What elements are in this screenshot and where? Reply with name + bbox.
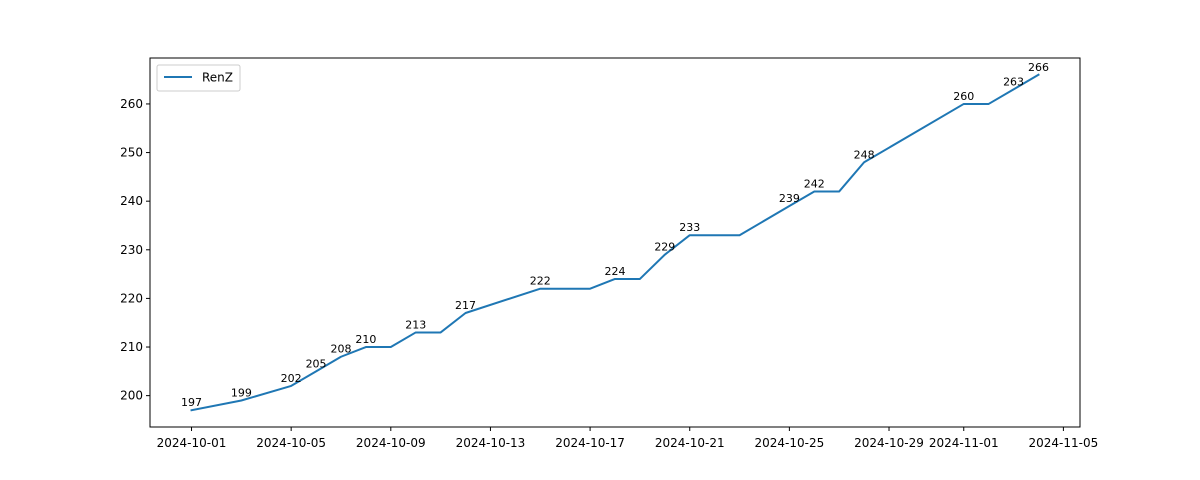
x-tick-label: 2024-11-01 [929, 436, 999, 450]
x-tick-label: 2024-11-05 [1029, 436, 1099, 450]
y-tick-label: 240 [120, 194, 143, 208]
y-tick-label: 210 [120, 340, 143, 354]
y-tick-label: 200 [120, 389, 143, 403]
x-tick-label: 2024-10-21 [655, 436, 725, 450]
data-label: 202 [281, 372, 302, 385]
data-label: 266 [1028, 61, 1049, 74]
data-label: 210 [355, 333, 376, 346]
data-label: 199 [231, 387, 252, 400]
plot-area: 2024-10-01 2024-10-05 2024-10-09 2024-10-13… [120, 57, 1099, 450]
y-tick-label: 260 [120, 97, 143, 111]
data-label: 248 [854, 148, 875, 161]
plot-frame [149, 57, 1081, 428]
y-tick-label: 230 [120, 243, 143, 257]
y-tick-label: 250 [120, 146, 143, 160]
data-label: 224 [605, 265, 626, 278]
data-label: 239 [779, 192, 800, 205]
legend-label: RenZ [202, 71, 233, 85]
data-label: 217 [455, 299, 476, 312]
x-tick-label: 2024-10-25 [755, 436, 825, 450]
data-label: 242 [804, 177, 825, 190]
x-tick-label: 2024-10-05 [256, 436, 326, 450]
x-tick-label: 2024-10-29 [854, 436, 924, 450]
x-tick-label: 2024-10-13 [456, 436, 526, 450]
data-label: 197 [181, 396, 202, 409]
data-label: 233 [679, 221, 700, 234]
data-label: 213 [405, 318, 426, 331]
data-label: 260 [953, 90, 974, 103]
data-label: 208 [330, 343, 351, 356]
legend-box [156, 64, 241, 92]
x-tick-label: 2024-10-09 [356, 436, 426, 450]
y-tick-label: 220 [120, 291, 143, 305]
x-tick-label: 2024-10-01 [157, 436, 227, 450]
data-label: 229 [654, 241, 675, 254]
data-label: 222 [530, 275, 551, 288]
data-label: 263 [1003, 75, 1024, 88]
legend: RenZ [156, 64, 241, 92]
x-tick-label: 2024-10-17 [555, 436, 625, 450]
data-label: 205 [306, 357, 327, 370]
